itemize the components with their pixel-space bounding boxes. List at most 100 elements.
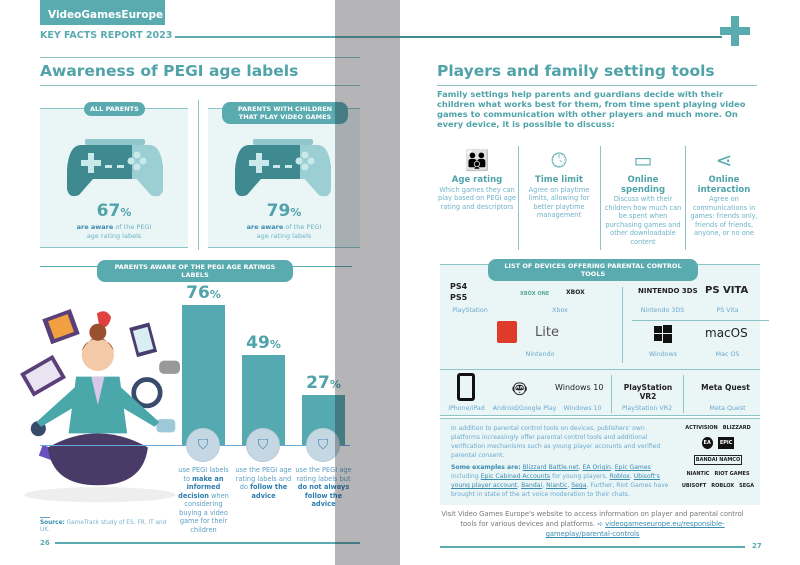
3ds-logo: NINTENDO 3DS [638, 287, 698, 295]
link-ea[interactable]: EA Origin [582, 464, 611, 471]
shield-icon: ⛉ [246, 428, 280, 462]
device-label: Android/Google Play [492, 405, 557, 412]
device-label: Windows [648, 351, 678, 358]
divider [40, 85, 360, 86]
device-label: Meta Quest [709, 405, 746, 412]
link-ubisoft[interactable]: Ubisoft's young player account [451, 473, 660, 489]
topic-text: Agree on playtime limits, allowing for b… [528, 185, 590, 220]
bar-value-label: 49% [246, 332, 281, 353]
bar-value-label: 27% [306, 373, 341, 394]
windows10-logo: Windows 10 [555, 383, 604, 392]
divider [440, 369, 760, 370]
device-label: PS Vita [716, 307, 739, 314]
examples-text: Some examples are: Blizzard Battle.net, … [451, 464, 669, 498]
topic-text: Agree on communications in games: friend… [690, 195, 758, 237]
link-niantic[interactable]: Niantic [546, 482, 568, 489]
meta-quest-logo: Meta Quest [701, 383, 750, 392]
divider [632, 320, 769, 321]
link-bandai[interactable]: Bandai [521, 482, 543, 489]
right-title: Players and family setting tools [437, 62, 715, 80]
page-number-left: 26 [40, 539, 50, 547]
bar-caption: use PEGI labels to make an informed deci… [178, 466, 229, 534]
page-number-right: 27 [752, 542, 762, 550]
link-roblox[interactable]: Roblox [609, 473, 630, 480]
stat-value: 79% [266, 201, 302, 221]
panel-parents-of-players: PARENTS WITH CHILDREN THAT PLAY VIDEO GA… [208, 102, 360, 248]
link-epic-cabined[interactable]: Epic Cabined Accounts [480, 473, 551, 480]
divider [40, 57, 360, 58]
panel-pill: PARENTS WITH CHILDREN THAT PLAY VIDEO GA… [222, 102, 348, 124]
wallet-icon: ▭ [633, 148, 653, 172]
device-label: Nintendo [525, 351, 555, 358]
stat-value: 67% [96, 201, 132, 221]
intro-text: Family settings help parents and guardia… [437, 89, 746, 129]
macos-logo: macOS [705, 326, 748, 340]
topic-age-rating: 👪 Age rating Which games they can play b… [437, 144, 517, 211]
topic-time-limit: 🕓︎ Time limit Agree on playtime limits, … [520, 144, 598, 220]
topic-text: Discuss with their children how much can… [604, 195, 682, 246]
shield-icon: ⛉ [306, 428, 340, 462]
divider [437, 85, 757, 86]
xbox-one-logo: XBOX ONE [520, 291, 550, 297]
link-blizzard[interactable]: Blizzard Battle.net [522, 464, 579, 471]
topic-title: Online spending [620, 175, 666, 195]
divider [611, 375, 612, 413]
topic-online-spending: ▭ Online spending Discuss with their chi… [602, 144, 684, 246]
devices-pill: LIST OF DEVICES OFFERING PARENTAL CONTRO… [488, 259, 698, 281]
psvita-logo: PS VITA [705, 285, 749, 296]
divider [622, 287, 623, 363]
publishers-text: In addition to parental control tools on… [451, 425, 661, 459]
stat-caption: are aware of the PEGI age rating labels [76, 223, 152, 240]
divider [683, 375, 684, 413]
device-label: Windows 10 [563, 405, 602, 412]
divider [685, 146, 686, 250]
gamepad-icon [235, 139, 331, 197]
chart-pill: PARENTS AWARE OF THE PEGI AGE RATINGS LA… [97, 260, 293, 282]
meditating-parent-illustration [20, 309, 180, 503]
publishers-section: In addition to parental control tools on… [440, 418, 760, 539]
device-label: Mac OS [715, 351, 740, 358]
link-icon: ➪ [597, 520, 603, 528]
switch-lite-logo: Lite [535, 325, 559, 340]
clock-icon: 🕓︎ [551, 148, 567, 172]
divider [440, 546, 745, 548]
stat-caption: are aware of the PEGI age rating labels [246, 223, 322, 240]
gamepad-icon [67, 139, 163, 197]
panel-all-parents: ALL PARENTS 67% are aware of the PEGI ag… [40, 102, 188, 248]
windows-logo [654, 325, 672, 343]
device-label: PlayStation VR2 [621, 405, 673, 412]
plus-icon [720, 16, 750, 46]
xbox-logo: XBOX [566, 289, 585, 296]
share-icon: ⋖ [715, 148, 733, 172]
shield-icon: ⛉ [186, 428, 220, 462]
device-label: PlayStation [452, 307, 488, 314]
panel-pill: ALL PARENTS [84, 102, 145, 116]
link-sega[interactable]: Sega [571, 482, 587, 489]
link-epic[interactable]: Epic Games [614, 464, 651, 471]
bar-value-label: 76% [186, 283, 221, 303]
divider [40, 517, 50, 518]
psvr2-logo: PlayStation VR2 [623, 383, 673, 401]
device-label: iPhone/iPad [448, 405, 485, 412]
divider [55, 542, 360, 544]
visit-text: Visit Video Games Europe's website to ac… [441, 510, 744, 538]
switch-logo [497, 321, 517, 343]
topic-text: Which games they can play based on PEGI … [438, 185, 516, 211]
source-note: Source: GameTrack study of ES, FR, IT an… [40, 520, 167, 533]
family-icon: 👪 [464, 148, 490, 172]
divider [175, 36, 400, 38]
playstation-logo: PS4 PS5 [450, 282, 468, 302]
brand-logo: VideoGamesEurope [40, 0, 165, 27]
parental-controls-link[interactable]: videogameseurope.eu/responsible-gameplay… [545, 520, 725, 538]
bar-caption: use the PEGI age rating labels and do fo… [235, 466, 292, 500]
left-title: Awareness of PEGI age labels [40, 62, 299, 80]
divider [518, 146, 519, 250]
topic-title: Online interaction [697, 175, 751, 195]
bar-caption: use the PEGI age rating labels but do no… [295, 466, 352, 508]
bar [182, 305, 225, 445]
report-subtitle: KEY FACTS REPORT 2023 [40, 30, 173, 41]
divider [198, 100, 199, 250]
iphone-icon [457, 373, 475, 401]
device-label: Xbox [552, 307, 568, 314]
android-icon: 🤖︎ [513, 377, 527, 402]
